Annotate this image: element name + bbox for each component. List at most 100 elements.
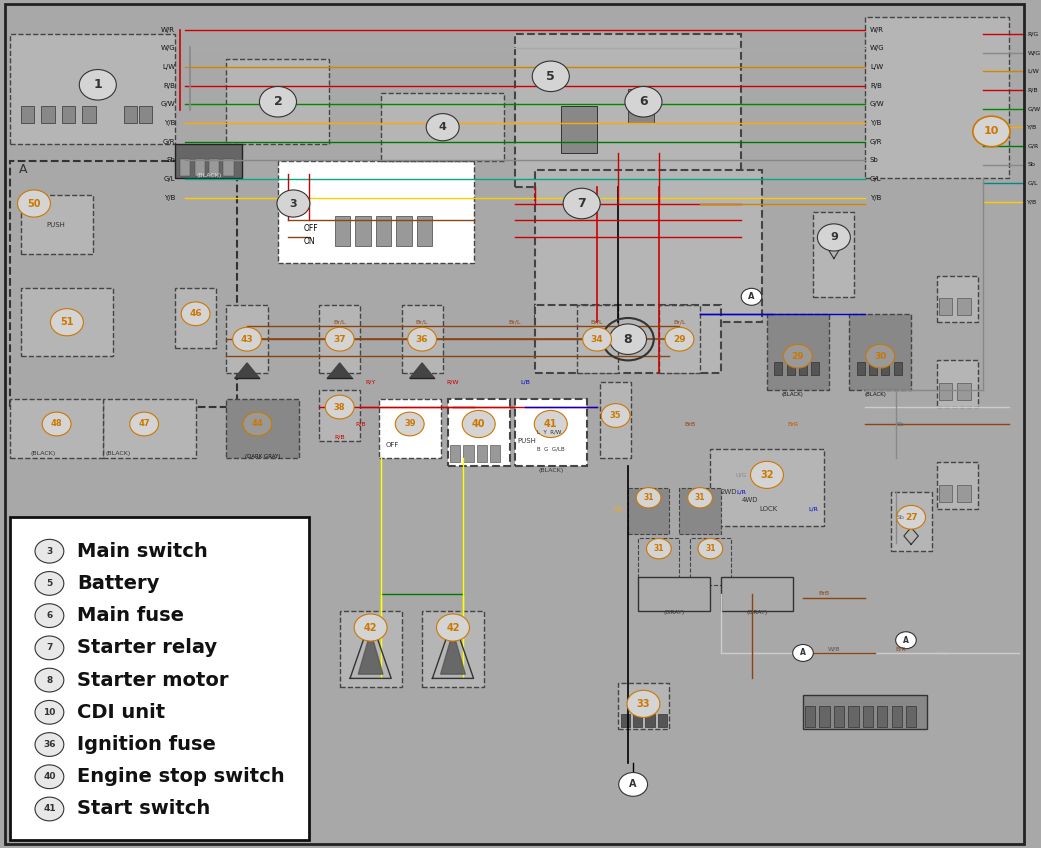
Bar bbox=[863, 706, 873, 727]
Circle shape bbox=[462, 410, 496, 438]
Text: BrB: BrB bbox=[818, 591, 829, 596]
Circle shape bbox=[18, 190, 50, 217]
Polygon shape bbox=[234, 363, 259, 378]
Text: 5: 5 bbox=[46, 579, 52, 588]
Text: 50: 50 bbox=[27, 198, 41, 209]
Bar bbox=[891, 706, 902, 727]
Text: 1: 1 bbox=[94, 78, 102, 92]
Bar bbox=[939, 485, 953, 502]
Text: 27: 27 bbox=[905, 513, 917, 522]
Bar bbox=[10, 34, 175, 144]
Text: (GRAY): (GRAY) bbox=[746, 610, 767, 615]
Text: Y/B: Y/B bbox=[870, 194, 882, 201]
Bar bbox=[882, 362, 889, 375]
Text: Sb: Sb bbox=[167, 157, 175, 164]
Bar bbox=[278, 161, 474, 263]
Text: (BLACK): (BLACK) bbox=[538, 468, 563, 473]
Circle shape bbox=[35, 572, 64, 595]
Bar bbox=[628, 488, 669, 534]
Circle shape bbox=[534, 410, 567, 438]
Text: W/R: W/R bbox=[870, 26, 884, 33]
Text: 8: 8 bbox=[624, 332, 632, 346]
Bar bbox=[21, 195, 93, 254]
Text: 5: 5 bbox=[547, 70, 555, 83]
Bar bbox=[463, 445, 474, 462]
Text: Br/L: Br/L bbox=[591, 320, 604, 325]
Bar bbox=[10, 161, 236, 407]
Polygon shape bbox=[358, 632, 383, 674]
Bar bbox=[209, 159, 220, 176]
Text: 4WD: 4WD bbox=[741, 497, 758, 504]
Circle shape bbox=[895, 632, 916, 649]
Text: L/R: L/R bbox=[736, 489, 746, 494]
Text: 31: 31 bbox=[654, 544, 664, 553]
Bar bbox=[775, 362, 783, 375]
Circle shape bbox=[35, 765, 64, 789]
Text: 8: 8 bbox=[46, 676, 52, 684]
Circle shape bbox=[583, 327, 611, 351]
Bar bbox=[658, 714, 667, 727]
Bar bbox=[339, 611, 402, 687]
Text: 36: 36 bbox=[43, 740, 55, 749]
Bar bbox=[402, 305, 442, 373]
Text: Engine stop switch: Engine stop switch bbox=[77, 767, 285, 786]
Text: 6: 6 bbox=[46, 611, 52, 620]
Circle shape bbox=[609, 324, 646, 354]
Text: 2: 2 bbox=[274, 95, 282, 109]
Bar bbox=[227, 59, 329, 144]
Text: Br/L: Br/L bbox=[508, 320, 520, 325]
Bar bbox=[638, 577, 710, 611]
Text: CDI unit: CDI unit bbox=[77, 703, 166, 722]
Bar bbox=[939, 298, 953, 315]
Circle shape bbox=[792, 644, 813, 661]
Text: W/G: W/G bbox=[160, 45, 175, 52]
Text: Ignition fuse: Ignition fuse bbox=[77, 735, 217, 754]
Circle shape bbox=[277, 190, 310, 217]
Text: R/B: R/B bbox=[163, 82, 175, 89]
Circle shape bbox=[602, 404, 630, 427]
Bar bbox=[42, 106, 54, 123]
Bar bbox=[893, 362, 902, 375]
Bar bbox=[397, 216, 412, 246]
Text: Starter motor: Starter motor bbox=[77, 671, 229, 689]
Text: 10: 10 bbox=[44, 708, 55, 717]
Circle shape bbox=[646, 538, 671, 559]
Circle shape bbox=[130, 412, 158, 436]
Text: L/W: L/W bbox=[1027, 69, 1039, 74]
Text: PUSH: PUSH bbox=[517, 438, 537, 444]
Circle shape bbox=[625, 86, 662, 117]
Bar bbox=[450, 445, 460, 462]
Text: Battery: Battery bbox=[77, 574, 159, 593]
Text: Main fuse: Main fuse bbox=[77, 606, 184, 625]
Circle shape bbox=[618, 773, 648, 796]
Text: 29: 29 bbox=[791, 352, 804, 360]
Bar bbox=[937, 462, 977, 509]
Circle shape bbox=[426, 114, 459, 141]
Bar bbox=[803, 695, 926, 729]
Text: 7: 7 bbox=[46, 644, 53, 652]
Text: R/B: R/B bbox=[870, 82, 882, 89]
Bar bbox=[535, 170, 762, 322]
Bar bbox=[601, 382, 631, 458]
Text: G/R: G/R bbox=[162, 138, 175, 145]
Bar bbox=[448, 399, 510, 466]
Text: 9: 9 bbox=[830, 232, 838, 243]
Bar bbox=[890, 492, 932, 551]
Text: 2WD: 2WD bbox=[720, 488, 737, 495]
Bar bbox=[320, 390, 360, 441]
Text: 48: 48 bbox=[51, 420, 62, 428]
Circle shape bbox=[243, 412, 272, 436]
Bar bbox=[878, 706, 887, 727]
Bar bbox=[620, 714, 630, 727]
Text: OFF: OFF bbox=[386, 442, 400, 449]
Bar bbox=[10, 399, 103, 458]
Text: R/B: R/B bbox=[1027, 87, 1038, 92]
Text: 39: 39 bbox=[404, 420, 415, 428]
Text: 40: 40 bbox=[472, 419, 485, 429]
Bar bbox=[906, 706, 916, 727]
Circle shape bbox=[35, 539, 64, 563]
Circle shape bbox=[35, 733, 64, 756]
Text: (BLACK): (BLACK) bbox=[106, 451, 131, 456]
Bar bbox=[180, 159, 191, 176]
Text: 42: 42 bbox=[364, 622, 378, 633]
